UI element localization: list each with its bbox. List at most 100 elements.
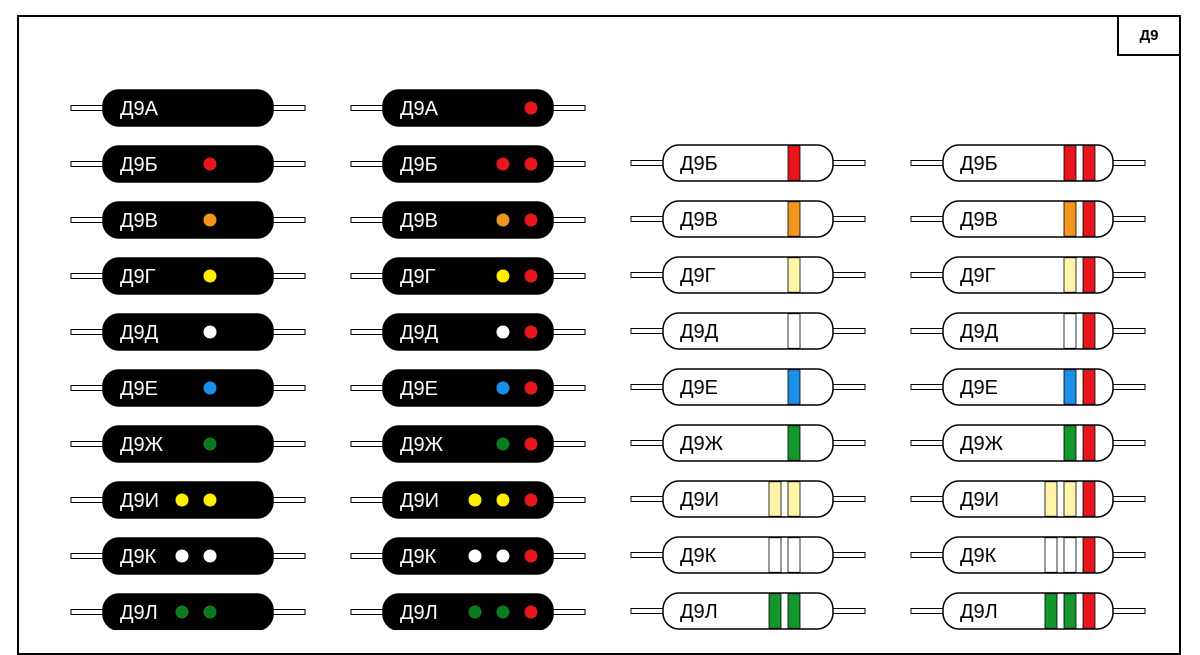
diode-label: Д9И bbox=[120, 490, 159, 512]
marking-stripe bbox=[1063, 313, 1077, 349]
diode-label: Д9И bbox=[400, 490, 439, 512]
diode-label: Д9Д bbox=[120, 322, 159, 344]
marking-stripe bbox=[1063, 537, 1077, 573]
diode-lead-right bbox=[548, 161, 586, 167]
diode-body bbox=[102, 201, 274, 239]
diode: Д9К bbox=[70, 537, 306, 575]
diode: Д9Е bbox=[910, 368, 1146, 406]
diode-body bbox=[382, 89, 554, 127]
diode: Д9А bbox=[70, 89, 306, 127]
diode-label: Д9Е bbox=[960, 377, 998, 399]
diode-label: Д9К bbox=[400, 546, 437, 568]
diode-label: Д9Ж bbox=[680, 433, 724, 455]
diode-lead-left bbox=[630, 160, 668, 166]
marking-stripe bbox=[1082, 201, 1096, 237]
diode-lead-left bbox=[910, 272, 948, 278]
diode: Д9Ж bbox=[630, 424, 866, 462]
diode-label: Д9Л bbox=[960, 601, 998, 623]
diode-lead-right bbox=[268, 217, 306, 223]
diode: Д9Д bbox=[910, 312, 1146, 350]
diode-lead-left bbox=[70, 441, 108, 447]
marking-stripe bbox=[1063, 257, 1077, 293]
marking-stripe bbox=[1082, 537, 1096, 573]
diode-lead-right bbox=[268, 329, 306, 335]
marking-dot bbox=[468, 549, 482, 563]
marking-stripe bbox=[787, 257, 801, 293]
diode-lead-right bbox=[268, 497, 306, 503]
diode-label: Д9В bbox=[680, 209, 718, 231]
marking-dot bbox=[468, 493, 482, 507]
diode: Д9Ж bbox=[70, 425, 306, 463]
diode-lead-left bbox=[350, 441, 388, 447]
diode-lead-left bbox=[910, 552, 948, 558]
diode-label: Д9Б bbox=[120, 154, 158, 176]
diode-lead-left bbox=[350, 385, 388, 391]
marking-stripe bbox=[1082, 481, 1096, 517]
diode-body bbox=[382, 425, 554, 463]
diode: Д9Б bbox=[910, 144, 1146, 182]
diode: Д9И bbox=[350, 481, 586, 519]
marking-stripe bbox=[1063, 593, 1077, 629]
diode-label: Д9В bbox=[400, 210, 438, 232]
diode-lead-left bbox=[910, 160, 948, 166]
diode: Д9Д bbox=[350, 313, 586, 351]
marking-dot bbox=[496, 325, 510, 339]
diode: Д9К bbox=[350, 537, 586, 575]
diode-lead-right bbox=[548, 553, 586, 559]
diode: Д9Г bbox=[350, 257, 586, 295]
diode-lead-left bbox=[350, 105, 388, 111]
marking-dot bbox=[524, 605, 538, 619]
diode-lead-left bbox=[910, 328, 948, 334]
marking-dot bbox=[496, 493, 510, 507]
marking-stripe bbox=[1082, 145, 1096, 181]
diode-lead-left bbox=[910, 384, 948, 390]
diode-lead-left bbox=[70, 329, 108, 335]
marking-stripe bbox=[1082, 313, 1096, 349]
marking-dot bbox=[203, 325, 217, 339]
marking-dot bbox=[496, 437, 510, 451]
diode-lead-right bbox=[268, 553, 306, 559]
diode-label: Д9В bbox=[960, 209, 998, 231]
title-box: Д9 bbox=[1117, 15, 1181, 56]
diode-lead-right bbox=[268, 441, 306, 447]
diode-label: Д9Е bbox=[400, 378, 438, 400]
diode-lead-right bbox=[828, 384, 866, 390]
marking-stripe bbox=[1063, 425, 1077, 461]
diode-label: Д9И bbox=[960, 489, 999, 511]
diode-label: Д9Б bbox=[960, 153, 998, 175]
marking-dot bbox=[524, 213, 538, 227]
marking-stripe bbox=[1082, 369, 1096, 405]
diode-lead-left bbox=[350, 329, 388, 335]
diode: Д9Ж bbox=[350, 425, 586, 463]
marking-dot bbox=[524, 325, 538, 339]
diode-lead-right bbox=[1108, 216, 1146, 222]
diode: Д9В bbox=[630, 200, 866, 238]
diode: Д9Е bbox=[70, 369, 306, 407]
marking-dot bbox=[496, 549, 510, 563]
drawing-title: Д9 bbox=[1139, 27, 1159, 44]
marking-stripe bbox=[1063, 481, 1077, 517]
diode-lead-right bbox=[828, 608, 866, 614]
diode-label: Д9Л bbox=[120, 602, 158, 624]
diode: Д9Б bbox=[630, 144, 866, 182]
diode-lead-right bbox=[1108, 552, 1146, 558]
marking-dot bbox=[203, 437, 217, 451]
diode-lead-left bbox=[70, 161, 108, 167]
diode-lead-right bbox=[548, 105, 586, 111]
diode-lead-right bbox=[1108, 384, 1146, 390]
diode-lead-right bbox=[1108, 272, 1146, 278]
marking-dot bbox=[496, 213, 510, 227]
diode-body bbox=[102, 313, 274, 351]
marking-dot bbox=[524, 493, 538, 507]
diode-label: Д9К bbox=[680, 545, 717, 567]
diode-body bbox=[102, 145, 274, 183]
marking-stripe bbox=[1082, 257, 1096, 293]
marking-stripe bbox=[1044, 537, 1058, 573]
marking-dot bbox=[524, 157, 538, 171]
diode-label: Д9Е bbox=[680, 377, 718, 399]
diode-lead-right bbox=[828, 496, 866, 502]
diode-lead-right bbox=[268, 273, 306, 279]
marking-stripe bbox=[787, 369, 801, 405]
marking-stripe bbox=[1082, 593, 1096, 629]
marking-dot bbox=[203, 381, 217, 395]
